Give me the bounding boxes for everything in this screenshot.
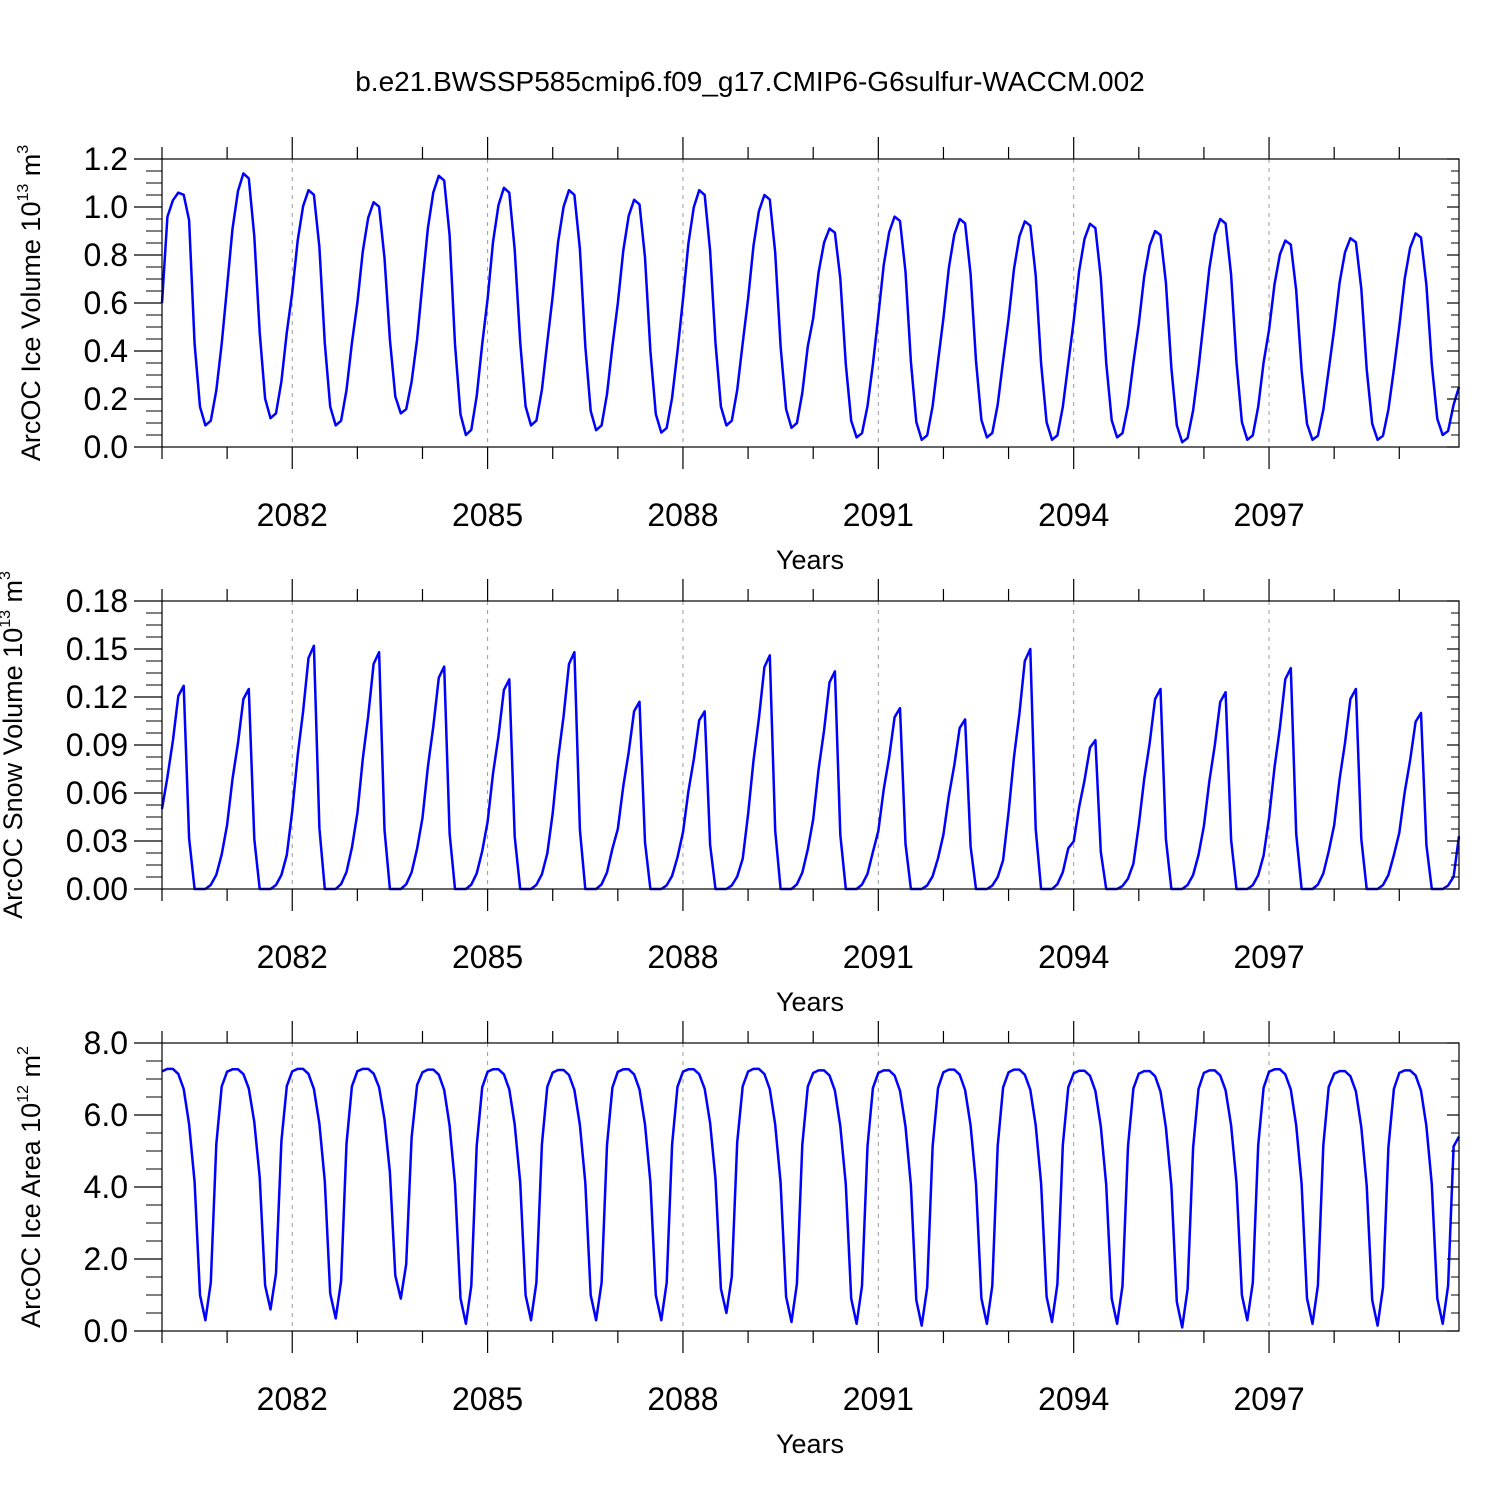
x-tick-label: 2094 — [1038, 939, 1109, 975]
y-tick-label: 8.0 — [84, 1025, 128, 1061]
y-axis-label-part: m — [16, 1055, 46, 1085]
y-axis-label: ArcOC Snow Volume 1013 m3 — [0, 571, 28, 919]
y-axis-label-part: m — [16, 154, 46, 184]
x-tick-label: 2091 — [843, 1381, 914, 1417]
x-tick-label: 2091 — [843, 939, 914, 975]
y-axis-label-part: m — [0, 580, 28, 610]
y-axis-label-superscript: 12 — [15, 1085, 32, 1103]
x-tick-label: 2094 — [1038, 497, 1109, 533]
y-axis-label-part: ArcOC Ice Area 10 — [16, 1103, 46, 1328]
x-axis-label: Years — [776, 545, 844, 575]
y-tick-label: 0.4 — [84, 333, 128, 369]
series-line — [160, 644, 1461, 891]
y-tick-label: 4.0 — [84, 1169, 128, 1205]
y-tick-label: 1.2 — [84, 141, 128, 177]
y-axis-label-superscript: 3 — [0, 571, 14, 580]
x-tick-label: 2088 — [647, 939, 718, 975]
y-tick-label: 0.0 — [84, 1313, 128, 1349]
x-tick-label: 2094 — [1038, 1381, 1109, 1417]
y-tick-label: 0.2 — [84, 381, 128, 417]
series-line — [160, 172, 1461, 444]
x-tick-label: 2082 — [257, 497, 328, 533]
y-axis-label-superscript: 13 — [15, 184, 32, 202]
y-tick-label: 0.8 — [84, 237, 128, 273]
y-axis-label: ArcOC Ice Volume 1013 m3 — [15, 145, 46, 461]
x-axis-label: Years — [776, 1429, 844, 1459]
y-tick-label: 2.0 — [84, 1241, 128, 1277]
x-tick-label: 2097 — [1233, 1381, 1304, 1417]
y-tick-label: 0.15 — [66, 631, 128, 667]
chart-panel-3: 0.0 2.0 4.0 6.0 8.0 2082 2085 2088 2091 2094 2097 Y… — [15, 1021, 1461, 1459]
y-tick-label: 6.0 — [84, 1097, 128, 1133]
y-tick-label: 0.03 — [66, 823, 128, 859]
x-tick-label: 2097 — [1233, 939, 1304, 975]
y-axis-label-superscript: 13 — [0, 610, 14, 628]
y-axis-label-part: ArcOC Snow Volume 10 — [0, 628, 28, 919]
x-tick-label: 2082 — [257, 1381, 328, 1417]
x-tick-label: 2085 — [452, 497, 523, 533]
x-tick-label: 2091 — [843, 497, 914, 533]
x-tick-label: 2085 — [452, 1381, 523, 1417]
chart-title: b.e21.BWSSP585cmip6.f09_g17.CMIP6-G6sulf… — [355, 66, 1145, 97]
x-axis-label: Years — [776, 987, 844, 1017]
y-axis-label-superscript: 2 — [15, 1046, 32, 1055]
chart-panel-1: 0.0 0.2 0.4 0.6 0.8 1.0 1.2 2082 2085 2088 2091 209… — [15, 137, 1461, 575]
x-tick-label: 2088 — [647, 497, 718, 533]
y-tick-label: 0.18 — [66, 583, 128, 619]
y-tick-label: 0.00 — [66, 871, 128, 907]
series-line — [161, 1067, 1461, 1329]
y-axis-label-part: ArcOC Ice Volume 10 — [16, 202, 46, 462]
x-tick-label: 2088 — [647, 1381, 718, 1417]
y-tick-label: 0.0 — [84, 429, 128, 465]
x-tick-label: 2097 — [1233, 497, 1304, 533]
y-axis-label-superscript: 3 — [15, 145, 32, 154]
chart-panel-2: 0.00 0.03 0.06 0.09 0.12 0.15 0.18 2082 2085 2088… — [0, 571, 1461, 1017]
y-tick-label: 0.12 — [66, 679, 128, 715]
x-tick-label: 2085 — [452, 939, 523, 975]
y-tick-label: 1.0 — [84, 189, 128, 225]
y-tick-label: 0.6 — [84, 285, 128, 321]
x-tick-label: 2082 — [257, 939, 328, 975]
y-axis-label: ArcOC Ice Area 1012 m2 — [15, 1046, 46, 1328]
y-tick-label: 0.09 — [66, 727, 128, 763]
y-tick-label: 0.06 — [66, 775, 128, 811]
